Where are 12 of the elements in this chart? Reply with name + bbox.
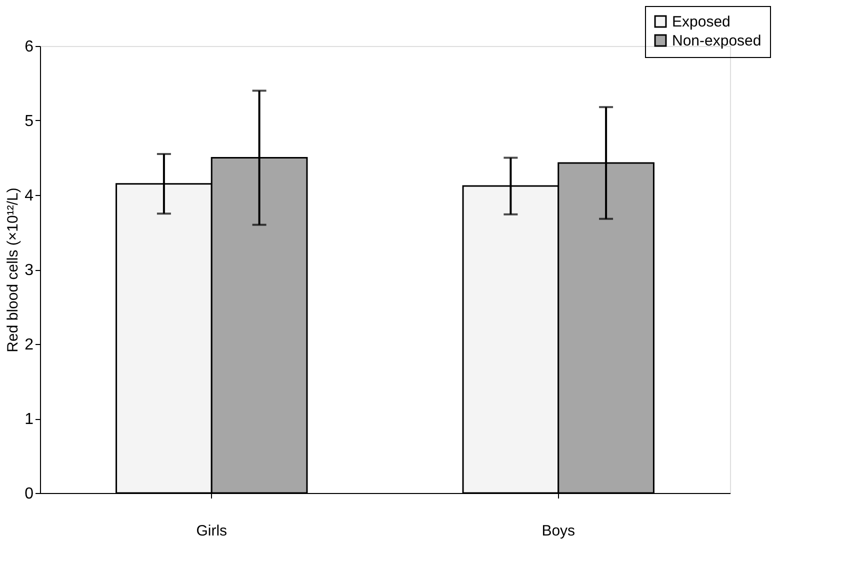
legend-label: Non-exposed <box>672 32 762 50</box>
x-tick-label: Girls <box>196 522 228 540</box>
legend-label: Exposed <box>672 14 730 30</box>
y-tick-label: 1 <box>24 411 34 428</box>
y-tick-label: 5 <box>24 113 34 130</box>
y-tick-label: 3 <box>24 262 34 279</box>
y-tick-label: 6 <box>24 38 34 56</box>
x-tick-label: Boys <box>542 522 576 540</box>
y-tick-label: 2 <box>24 336 34 354</box>
y-tick-label: 4 <box>24 188 34 204</box>
y-axis-title: Red blood cells (×10¹²/L) <box>4 188 22 352</box>
y-tick-label: 0 <box>24 486 34 502</box>
